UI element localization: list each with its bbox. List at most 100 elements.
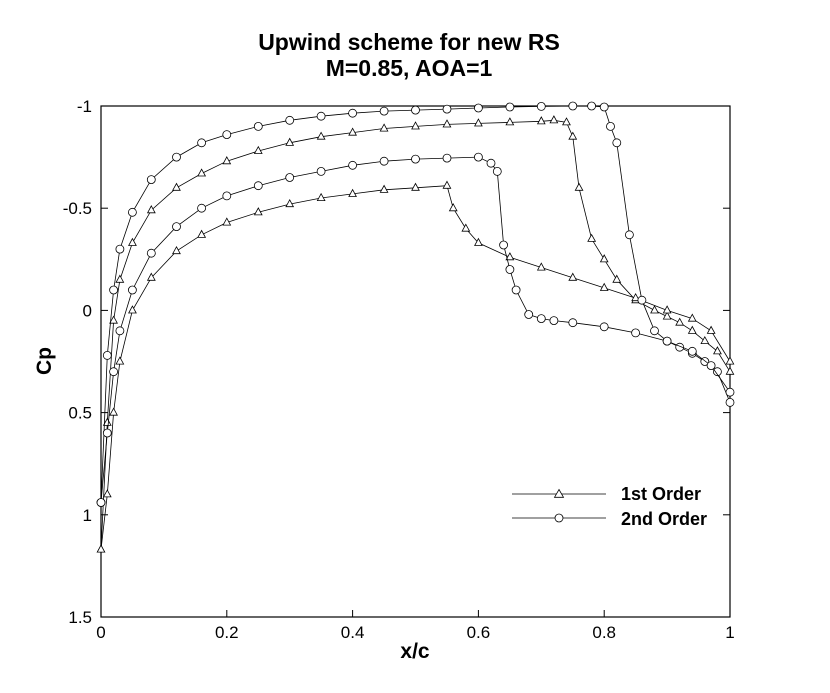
triangle-marker: [172, 182, 181, 191]
triangle-marker: [96, 544, 106, 553]
triangle-marker: [285, 198, 295, 208]
triangle-marker: [631, 292, 641, 302]
circle-marker: [505, 102, 515, 112]
circle-marker: [253, 122, 263, 131]
circle-marker: [687, 346, 697, 356]
circle-marker: [348, 160, 358, 170]
circle-marker: [285, 115, 295, 125]
circle-marker: [637, 295, 647, 305]
triangle-marker: [650, 305, 659, 314]
y-tick-label: 0.5: [68, 404, 92, 423]
triangle-marker: [348, 127, 357, 136]
x-axis-ticks: 0 0.2 0.4 0.6 0.8 1: [96, 610, 735, 642]
triangle-marker: [115, 356, 125, 365]
triangle-marker: [115, 274, 125, 283]
circle-marker: [536, 102, 546, 111]
circle-marker: [499, 240, 509, 250]
circle-marker: [115, 326, 125, 336]
triangle-marker: [442, 180, 452, 189]
y-tick-label: 1.5: [68, 608, 92, 627]
triangle-marker: [587, 233, 597, 242]
triangle-marker: [379, 184, 389, 193]
triangle-marker: [536, 262, 546, 271]
triangle-marker: [109, 407, 118, 416]
circle-marker: [706, 361, 716, 371]
circle-marker: [102, 350, 112, 360]
triangle-marker: [102, 417, 112, 426]
circle-marker: [115, 244, 125, 254]
plot-frame: [100, 105, 731, 618]
circle-marker: [568, 101, 578, 111]
circle-marker: [473, 103, 483, 113]
circle-marker: [411, 105, 420, 115]
circle-marker: [599, 102, 609, 112]
triangle-marker: [222, 217, 232, 226]
triangle-marker: [675, 317, 685, 326]
triangle-marker: [568, 131, 578, 140]
series-layer: [96, 101, 735, 553]
chart-title: Upwind scheme for new RS: [258, 29, 560, 55]
circle-marker: [102, 428, 112, 438]
series-line-2nd-order-lower: [100, 156, 731, 503]
circle-marker: [109, 367, 118, 377]
triangle-marker: [109, 315, 118, 324]
circle-marker: [473, 152, 483, 162]
x-tick-label: 0.2: [215, 623, 239, 642]
circle-marker: [713, 367, 722, 377]
circle-marker: [316, 166, 326, 176]
triangle-marker: [197, 168, 207, 177]
triangle-marker: [562, 117, 571, 126]
series-1st-order: [96, 115, 735, 553]
legend-label-2nd-order: 2nd Order: [621, 509, 707, 529]
circle-marker: [96, 498, 106, 507]
triangle-marker: [612, 274, 622, 283]
circle-marker: [568, 318, 578, 328]
y-tick-label: -1: [77, 97, 92, 116]
y-axis-label: Cp: [33, 347, 56, 375]
y-axis-ticks: -1 -0.5 0 0.5 1 1.5: [63, 97, 730, 627]
legend-entry-1st-order: 1st Order: [512, 484, 701, 504]
x-tick-label: 1: [725, 623, 734, 642]
triangle-marker: [442, 119, 452, 128]
circle-marker: [197, 138, 207, 148]
triangle-marker: [505, 252, 515, 261]
triangle-marker: [128, 305, 137, 314]
circle-marker: [587, 101, 596, 111]
x-tick-label: 0.6: [467, 623, 491, 642]
triangle-marker: [128, 237, 137, 246]
circle-marker: [285, 173, 295, 182]
triangle-marker: [172, 245, 181, 255]
triangle-marker: [505, 117, 515, 126]
y-tick-label: -0.5: [63, 199, 92, 218]
triangle-marker: [713, 346, 722, 355]
triangle-marker: [599, 282, 609, 291]
triangle-marker: [662, 305, 672, 314]
circle-marker: [109, 285, 118, 295]
triangle-marker: [285, 137, 295, 146]
x-tick-label: 0.4: [341, 623, 365, 642]
triangle-marker: [316, 131, 326, 140]
triangle-marker: [146, 205, 156, 214]
circle-marker: [662, 336, 672, 346]
circle-marker: [631, 328, 640, 338]
circle-marker: [486, 158, 496, 168]
triangle-marker: [448, 203, 458, 212]
circle-marker: [172, 152, 181, 162]
legend-label-1st-order: 1st Order: [621, 484, 701, 504]
triangle-marker: [316, 192, 326, 202]
triangle-marker: [599, 254, 609, 263]
circle-marker: [612, 138, 622, 148]
triangle-marker: [725, 356, 735, 365]
circle-marker: [536, 314, 546, 324]
triangle-marker: [253, 207, 263, 216]
triangle-marker: [146, 272, 156, 281]
triangle-marker: [222, 156, 232, 165]
series-2nd-order: [96, 101, 735, 507]
triangle-marker: [253, 145, 263, 154]
triangle-marker: [725, 366, 735, 375]
legend-triangle-marker: [553, 488, 565, 498]
y-tick-label: 0: [83, 301, 92, 320]
circle-marker: [725, 397, 735, 407]
circle-marker: [650, 326, 659, 336]
